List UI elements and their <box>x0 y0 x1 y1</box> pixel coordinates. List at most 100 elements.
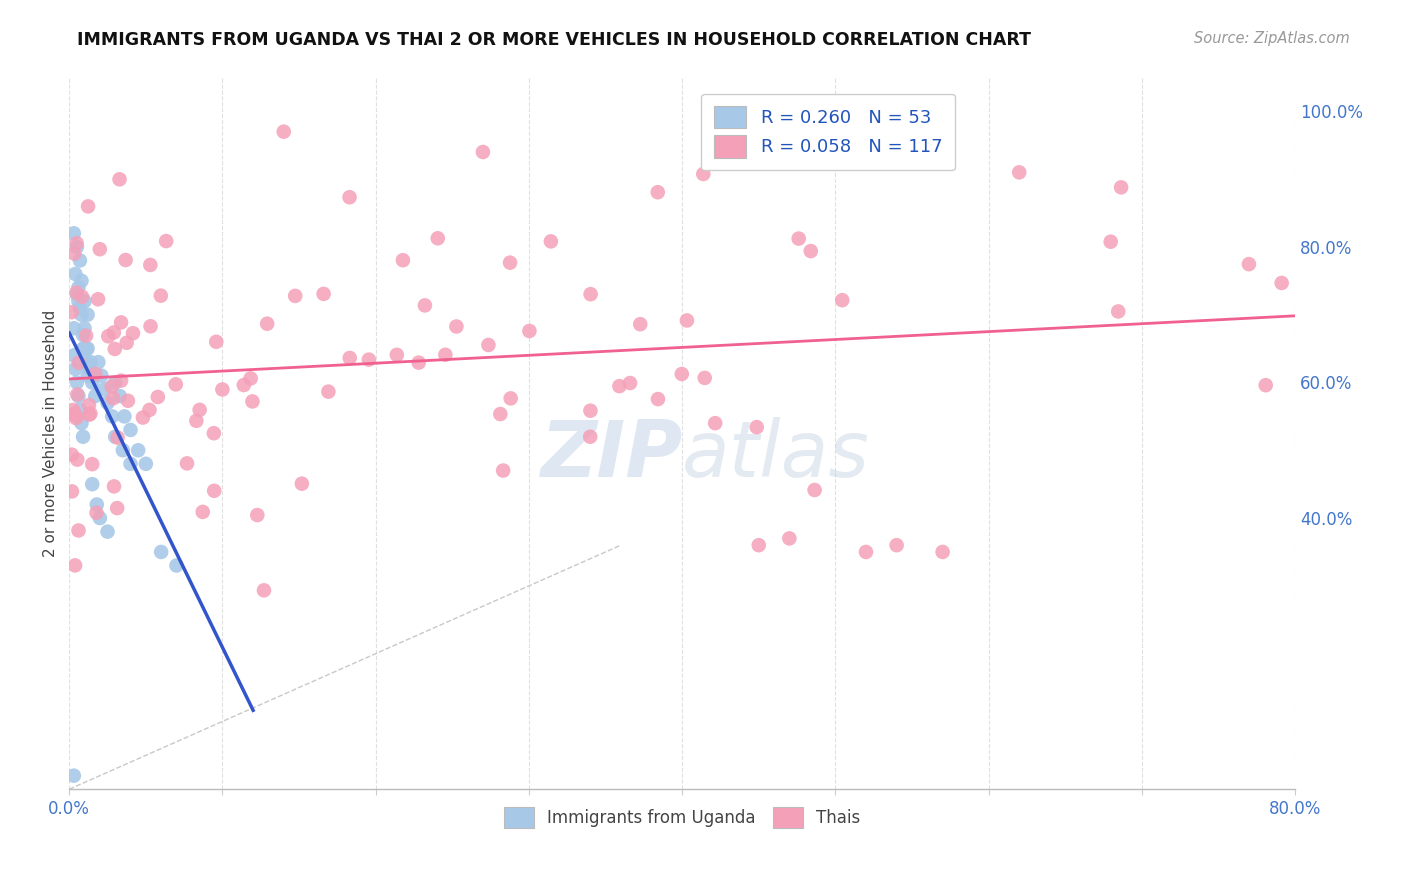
Point <box>1109 180 1132 194</box>
Point <box>120 457 142 471</box>
Point <box>619 376 641 390</box>
Point <box>408 356 430 370</box>
Point <box>246 508 269 522</box>
Point <box>67 280 90 294</box>
Point <box>67 294 90 309</box>
Point <box>339 190 361 204</box>
Point <box>67 389 90 403</box>
Point <box>609 379 631 393</box>
Point <box>385 348 408 362</box>
Point <box>253 583 276 598</box>
Point <box>800 244 823 258</box>
Y-axis label: 2 or more Vehicles in Household: 2 or more Vehicles in Household <box>44 310 58 557</box>
Point <box>748 538 770 552</box>
Point <box>75 328 97 343</box>
Point <box>63 348 86 362</box>
Point <box>492 464 515 478</box>
Point <box>471 145 494 159</box>
Point <box>60 484 83 499</box>
Point <box>66 452 89 467</box>
Point <box>392 253 415 268</box>
Point <box>72 430 94 444</box>
Point <box>62 403 84 417</box>
Point <box>787 231 810 245</box>
Point <box>242 394 264 409</box>
Point <box>139 319 162 334</box>
Point <box>499 255 522 269</box>
Point <box>778 532 800 546</box>
Point <box>211 383 233 397</box>
Point <box>579 430 602 444</box>
Point <box>72 342 94 356</box>
Point <box>107 431 129 445</box>
Point <box>110 315 132 329</box>
Point <box>104 430 127 444</box>
Point <box>103 479 125 493</box>
Point <box>89 511 111 525</box>
Point <box>339 351 361 365</box>
Point <box>76 368 98 383</box>
Point <box>803 483 825 497</box>
Point <box>96 524 118 539</box>
Point <box>704 416 727 430</box>
Point <box>1107 304 1129 318</box>
Point <box>202 483 225 498</box>
Point <box>824 152 846 166</box>
Point <box>273 125 295 139</box>
Point <box>135 457 157 471</box>
Point <box>75 342 97 356</box>
Point <box>1008 165 1031 179</box>
Point <box>312 286 335 301</box>
Point <box>120 423 142 437</box>
Point <box>103 326 125 340</box>
Point <box>77 199 100 213</box>
Point <box>165 377 187 392</box>
Point <box>202 426 225 441</box>
Point <box>73 342 96 356</box>
Point <box>117 393 139 408</box>
Point <box>63 246 86 260</box>
Point <box>84 367 107 381</box>
Point <box>82 457 104 471</box>
Point <box>150 545 173 559</box>
Text: IMMIGRANTS FROM UGANDA VS THAI 2 OR MORE VEHICLES IN HOUSEHOLD CORRELATION CHART: IMMIGRANTS FROM UGANDA VS THAI 2 OR MORE… <box>77 31 1032 49</box>
Point <box>104 376 127 390</box>
Point <box>166 558 188 573</box>
Point <box>1099 235 1122 249</box>
Point <box>446 319 468 334</box>
Point <box>66 387 89 401</box>
Point <box>357 352 380 367</box>
Point <box>676 313 699 327</box>
Point <box>931 545 953 559</box>
Point <box>69 301 91 315</box>
Point <box>540 235 562 249</box>
Point <box>413 298 436 312</box>
Point <box>77 362 100 376</box>
Point <box>79 408 101 422</box>
Point <box>108 389 131 403</box>
Point <box>115 335 138 350</box>
Point <box>93 382 115 396</box>
Point <box>647 392 669 406</box>
Point <box>111 443 134 458</box>
Point <box>886 538 908 552</box>
Point <box>434 348 457 362</box>
Point <box>232 378 254 392</box>
Point <box>104 342 127 356</box>
Point <box>90 368 112 383</box>
Point <box>256 317 278 331</box>
Point <box>76 308 98 322</box>
Point <box>318 384 340 399</box>
Point <box>63 321 86 335</box>
Text: ZIP: ZIP <box>540 417 682 492</box>
Point <box>112 409 135 424</box>
Point <box>110 374 132 388</box>
Point <box>77 398 100 412</box>
Point <box>89 242 111 256</box>
Point <box>628 317 651 331</box>
Point <box>671 367 693 381</box>
Point <box>65 411 87 425</box>
Point <box>73 294 96 309</box>
Point <box>101 409 124 424</box>
Point <box>291 476 314 491</box>
